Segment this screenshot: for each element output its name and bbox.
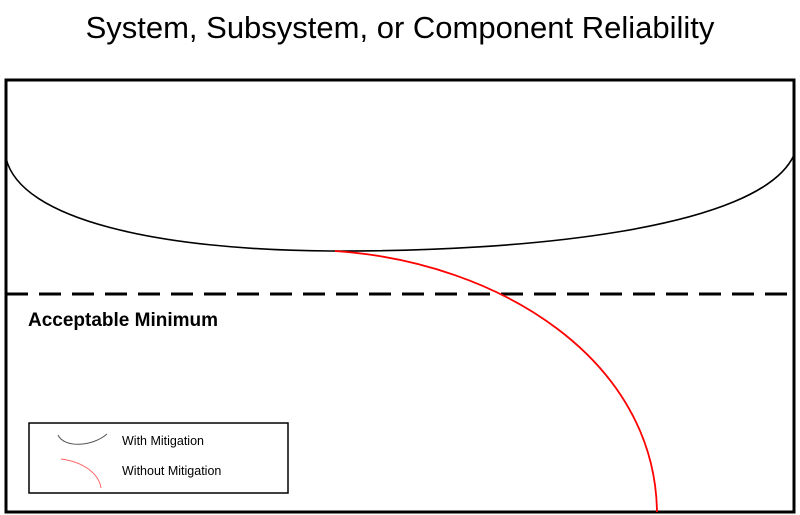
with-mitigation-curve xyxy=(5,154,795,252)
legend-with-mitigation-swatch xyxy=(57,433,108,445)
diagram-title: System, Subsystem, or Component Reliabil… xyxy=(85,10,715,45)
acceptable-minimum-label: Acceptable Minimum xyxy=(28,310,219,331)
plot-frame xyxy=(4,78,796,514)
legend-without-mitigation-swatch xyxy=(60,458,102,489)
legend-without-mitigation-label: Without Mitigation xyxy=(122,464,222,478)
legend-with-mitigation-label: With Mitigation xyxy=(122,434,204,448)
without-mitigation-curve xyxy=(334,250,658,513)
legend-box xyxy=(28,422,289,494)
